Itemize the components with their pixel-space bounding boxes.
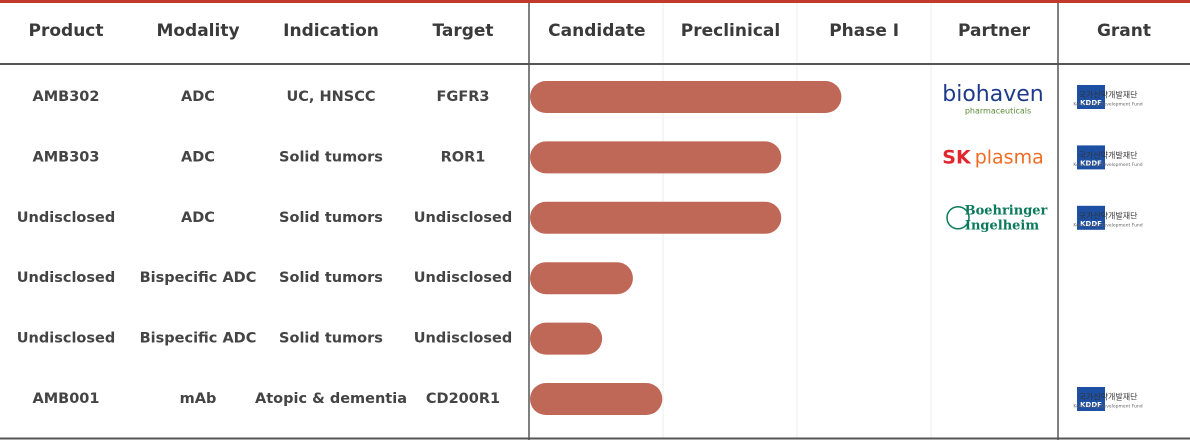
target-cell: Undisclosed: [414, 331, 512, 347]
header-cell: Candidate: [548, 21, 645, 41]
grant-abbr: KDDF: [1080, 401, 1102, 409]
modality-cell: Bispecific ADC: [140, 331, 257, 347]
modality-cell: ADC: [181, 149, 215, 165]
grant-name: 국가신약개발재단: [1079, 150, 1139, 160]
progress-bar: [530, 383, 663, 415]
header-cell: Partner: [958, 21, 1031, 41]
partner-icon: [946, 206, 970, 230]
partner-name: plasma: [975, 146, 1044, 168]
product-cell: AMB302: [33, 89, 100, 105]
indication-cell: Solid tumors: [279, 210, 383, 226]
product-cell: Undisclosed: [17, 331, 115, 347]
target-cell: CD200R1: [426, 391, 500, 407]
top-border: [0, 0, 1190, 3]
header-cell: Phase I: [829, 21, 899, 41]
header-cell: Product: [29, 21, 104, 41]
grant-abbr: KDDF: [1080, 99, 1102, 107]
modality-cell: mAb: [180, 391, 217, 407]
partner-name: biohaven: [942, 82, 1043, 107]
modality-cell: ADC: [181, 210, 215, 226]
header-cell: Indication: [283, 21, 379, 41]
target-cell: ROR1: [441, 149, 486, 165]
indication-cell: Solid tumors: [279, 270, 383, 286]
header-cell: Target: [432, 21, 493, 41]
product-cell: Undisclosed: [17, 210, 115, 226]
progress-bar: [530, 201, 782, 234]
progress-bar: [530, 322, 603, 355]
progress-bar: [530, 81, 842, 113]
grant-abbr: KDDF: [1080, 159, 1102, 167]
modality-cell: ADC: [181, 89, 215, 105]
grant-logo: [1077, 387, 1105, 411]
progress-bar: [530, 141, 782, 174]
header-cell: Grant: [1097, 21, 1151, 41]
partner-sub: pharmaceuticals: [965, 107, 1031, 116]
modality-cell: Bispecific ADC: [140, 270, 257, 286]
target-cell: Undisclosed: [414, 270, 512, 286]
partner-name: Boehringer: [965, 203, 1048, 218]
progress-bar: [530, 262, 633, 295]
target-cell: Undisclosed: [414, 210, 512, 226]
product-cell: Undisclosed: [17, 270, 115, 286]
indication-cell: Atopic & dementia: [255, 391, 407, 407]
indication-cell: UC, HNSCC: [287, 89, 376, 105]
grant-name: 국가신약개발재단: [1079, 392, 1139, 402]
grant-sub: Korea Drug Development Fund: [1073, 404, 1142, 410]
partner-logo: SK plasma: [942, 146, 1043, 168]
header-cell: Modality: [156, 21, 239, 41]
grant-sub: Korea Drug Development Fund: [1073, 102, 1142, 108]
grant-sub: Korea Drug Development Fund: [1073, 222, 1142, 228]
grant-sub: Korea Drug Development Fund: [1073, 162, 1142, 168]
partner-sub: Ingelheim: [965, 218, 1039, 233]
header-cell: Preclinical: [681, 21, 780, 41]
grant-name: 국가신약개발재단: [1079, 210, 1139, 220]
target-cell: FGFR3: [437, 89, 490, 105]
indication-cell: Solid tumors: [279, 331, 383, 347]
grant-logo: [1077, 205, 1105, 230]
product-cell: AMB303: [33, 149, 100, 165]
product-cell: AMB001: [33, 391, 100, 407]
grant-name: 국가신약개발재단: [1079, 90, 1139, 100]
partner-name: SK: [942, 146, 972, 168]
grant-logo: [1077, 145, 1105, 170]
grant-logo: [1077, 85, 1105, 109]
indication-cell: Solid tumors: [279, 149, 383, 165]
grant-abbr: KDDF: [1080, 220, 1102, 228]
